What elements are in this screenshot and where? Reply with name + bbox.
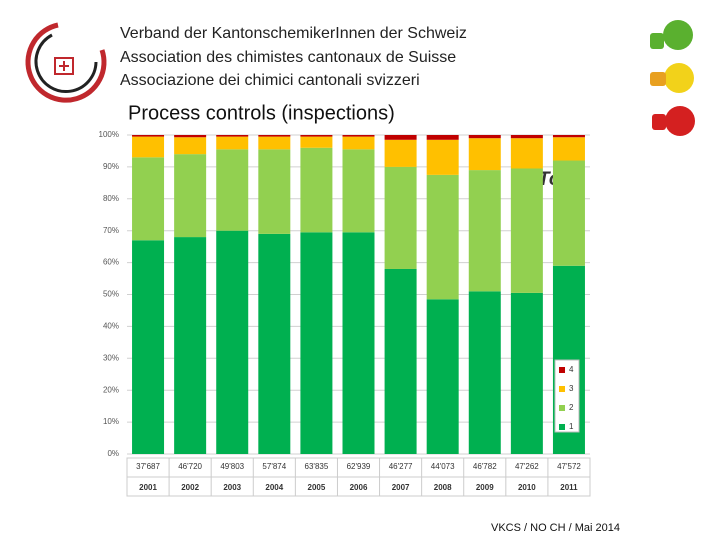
count-label: 57'874 bbox=[262, 462, 286, 471]
legend-label: 2 bbox=[569, 403, 574, 412]
logo bbox=[25, 22, 107, 103]
header-line: Associazione dei chimici cantonali svizz… bbox=[120, 72, 420, 89]
legend-label: 3 bbox=[569, 384, 574, 393]
legend-swatch bbox=[559, 424, 565, 430]
bar-segment bbox=[258, 149, 291, 234]
count-label: 46'782 bbox=[473, 462, 497, 471]
x-tick-label: 2008 bbox=[434, 483, 452, 492]
bar-segment bbox=[468, 170, 501, 292]
bar-segment bbox=[552, 135, 585, 138]
bar-segment bbox=[174, 154, 207, 238]
bar-segment bbox=[258, 135, 291, 137]
smileys bbox=[650, 20, 695, 136]
bar-segment bbox=[174, 237, 207, 454]
bar-segment bbox=[132, 157, 165, 241]
count-label: 49'803 bbox=[220, 462, 244, 471]
y-tick-label: 20% bbox=[103, 385, 119, 394]
x-tick-label: 2009 bbox=[476, 483, 494, 492]
x-tick-label: 2006 bbox=[350, 483, 368, 492]
bar-segment bbox=[468, 138, 501, 171]
bar-segment bbox=[426, 174, 459, 300]
bar-segment bbox=[216, 136, 249, 150]
bar-segment bbox=[510, 168, 543, 293]
bar-segment bbox=[510, 292, 543, 454]
count-label: 62'939 bbox=[347, 462, 371, 471]
bar-segment bbox=[426, 135, 459, 140]
legend-label: 1 bbox=[569, 422, 574, 431]
bar-segment bbox=[552, 160, 585, 266]
bar-segment bbox=[132, 240, 165, 454]
bar-segment bbox=[174, 135, 207, 138]
y-tick-label: 30% bbox=[103, 353, 119, 362]
bar-segment bbox=[342, 232, 375, 454]
bar-segment bbox=[384, 166, 417, 269]
legend-box bbox=[554, 359, 580, 433]
bar-segment bbox=[132, 136, 165, 158]
chart-title: Process controls (inspections) bbox=[128, 102, 395, 124]
bar-segment bbox=[258, 233, 291, 454]
footer: VKCS / NO CH / Mai 2014 bbox=[491, 522, 620, 534]
count-label: 47'262 bbox=[515, 462, 539, 471]
x-tick-label: 2003 bbox=[223, 483, 241, 492]
bar-segment bbox=[510, 135, 543, 139]
x-tick-label: 2004 bbox=[265, 483, 283, 492]
y-tick-label: 70% bbox=[103, 226, 119, 235]
y-tick-label: 10% bbox=[103, 417, 119, 426]
bar-segment bbox=[384, 139, 417, 167]
bar-segment bbox=[384, 135, 417, 140]
bar-segment bbox=[300, 147, 333, 233]
bar-segment bbox=[342, 149, 375, 233]
bar-segment bbox=[216, 230, 249, 454]
legend-swatch bbox=[559, 405, 565, 411]
x-tick-label: 2011 bbox=[560, 483, 578, 492]
bar-segment bbox=[468, 135, 501, 139]
bar-segment bbox=[300, 135, 333, 137]
count-label: 46'720 bbox=[178, 462, 202, 471]
bar-segment bbox=[510, 138, 543, 169]
count-label: 63'835 bbox=[305, 462, 329, 471]
bar-segment bbox=[384, 268, 417, 454]
bar-segment bbox=[216, 149, 249, 231]
y-tick-label: 40% bbox=[103, 322, 119, 331]
count-label: 46'277 bbox=[389, 462, 413, 471]
y-tick-label: 60% bbox=[103, 258, 119, 267]
count-label: 47'572 bbox=[557, 462, 581, 471]
legend-label: 4 bbox=[569, 365, 574, 374]
bar-segment bbox=[426, 139, 459, 175]
x-tick-label: 2010 bbox=[518, 483, 536, 492]
bar-segment bbox=[300, 136, 333, 148]
y-tick-label: 90% bbox=[103, 162, 119, 171]
x-tick-label: 2005 bbox=[308, 483, 326, 492]
x-tick-label: 2002 bbox=[181, 483, 199, 492]
bar-segment bbox=[174, 137, 207, 155]
header-line: Association des chimistes cantonaux de S… bbox=[120, 49, 456, 66]
count-label: 44'073 bbox=[431, 462, 455, 471]
y-tick-label: 80% bbox=[103, 194, 119, 203]
header-line: Verband der KantonschemikerInnen der Sch… bbox=[120, 25, 467, 42]
bar-segment bbox=[342, 135, 375, 137]
y-tick-label: 0% bbox=[107, 449, 119, 458]
y-tick-label: 100% bbox=[99, 130, 119, 139]
count-label: 37'687 bbox=[136, 462, 160, 471]
x-tick-label: 2007 bbox=[392, 483, 410, 492]
bar-segment bbox=[426, 299, 459, 454]
y-tick-label: 50% bbox=[103, 290, 119, 299]
bar-segment bbox=[216, 135, 249, 137]
legend-swatch bbox=[559, 386, 565, 392]
bar-segment bbox=[300, 232, 333, 454]
bar-segment bbox=[552, 137, 585, 161]
bar-segment bbox=[468, 291, 501, 454]
bar-segment bbox=[132, 135, 165, 137]
legend-swatch bbox=[559, 367, 565, 373]
bar-segment bbox=[342, 136, 375, 150]
x-tick-label: 2001 bbox=[139, 483, 157, 492]
bar-segment bbox=[258, 136, 291, 150]
